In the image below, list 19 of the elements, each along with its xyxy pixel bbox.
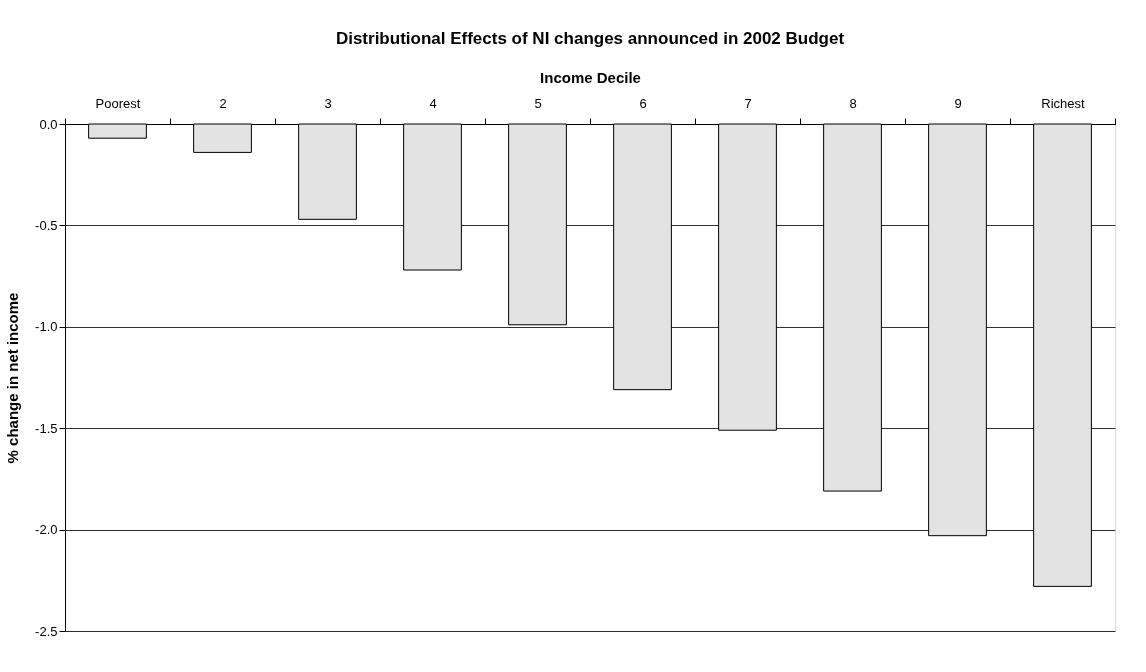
x-tick-label: 6 <box>639 95 647 111</box>
x-tick-label: 3 <box>324 95 332 111</box>
x-tick-label: 8 <box>849 95 857 111</box>
chart-title: Distributional Effects of NI changes announced in 2002 Budget <box>335 29 845 48</box>
y-tick-label: -2.0 <box>35 522 58 538</box>
y-axis-title: % change in net income <box>4 292 22 464</box>
x-tick-label: Richest <box>1041 95 1086 111</box>
y-tick-label: -1.5 <box>35 420 58 436</box>
x-axis-title: Income Decile <box>540 68 641 86</box>
x-tick-label: 9 <box>954 95 962 111</box>
y-tick-label: -1.0 <box>35 319 58 335</box>
y-tick-label: -2.5 <box>35 623 58 639</box>
x-tick-label: 5 <box>534 95 542 111</box>
y-tick-label: 0.0 <box>39 116 58 132</box>
y-tick-label: -0.5 <box>35 217 58 233</box>
x-tick-label: 2 <box>219 95 227 111</box>
x-tick-label: 4 <box>429 95 437 111</box>
x-tick-label: Poorest <box>95 95 141 111</box>
x-tick-label: 7 <box>744 95 752 111</box>
